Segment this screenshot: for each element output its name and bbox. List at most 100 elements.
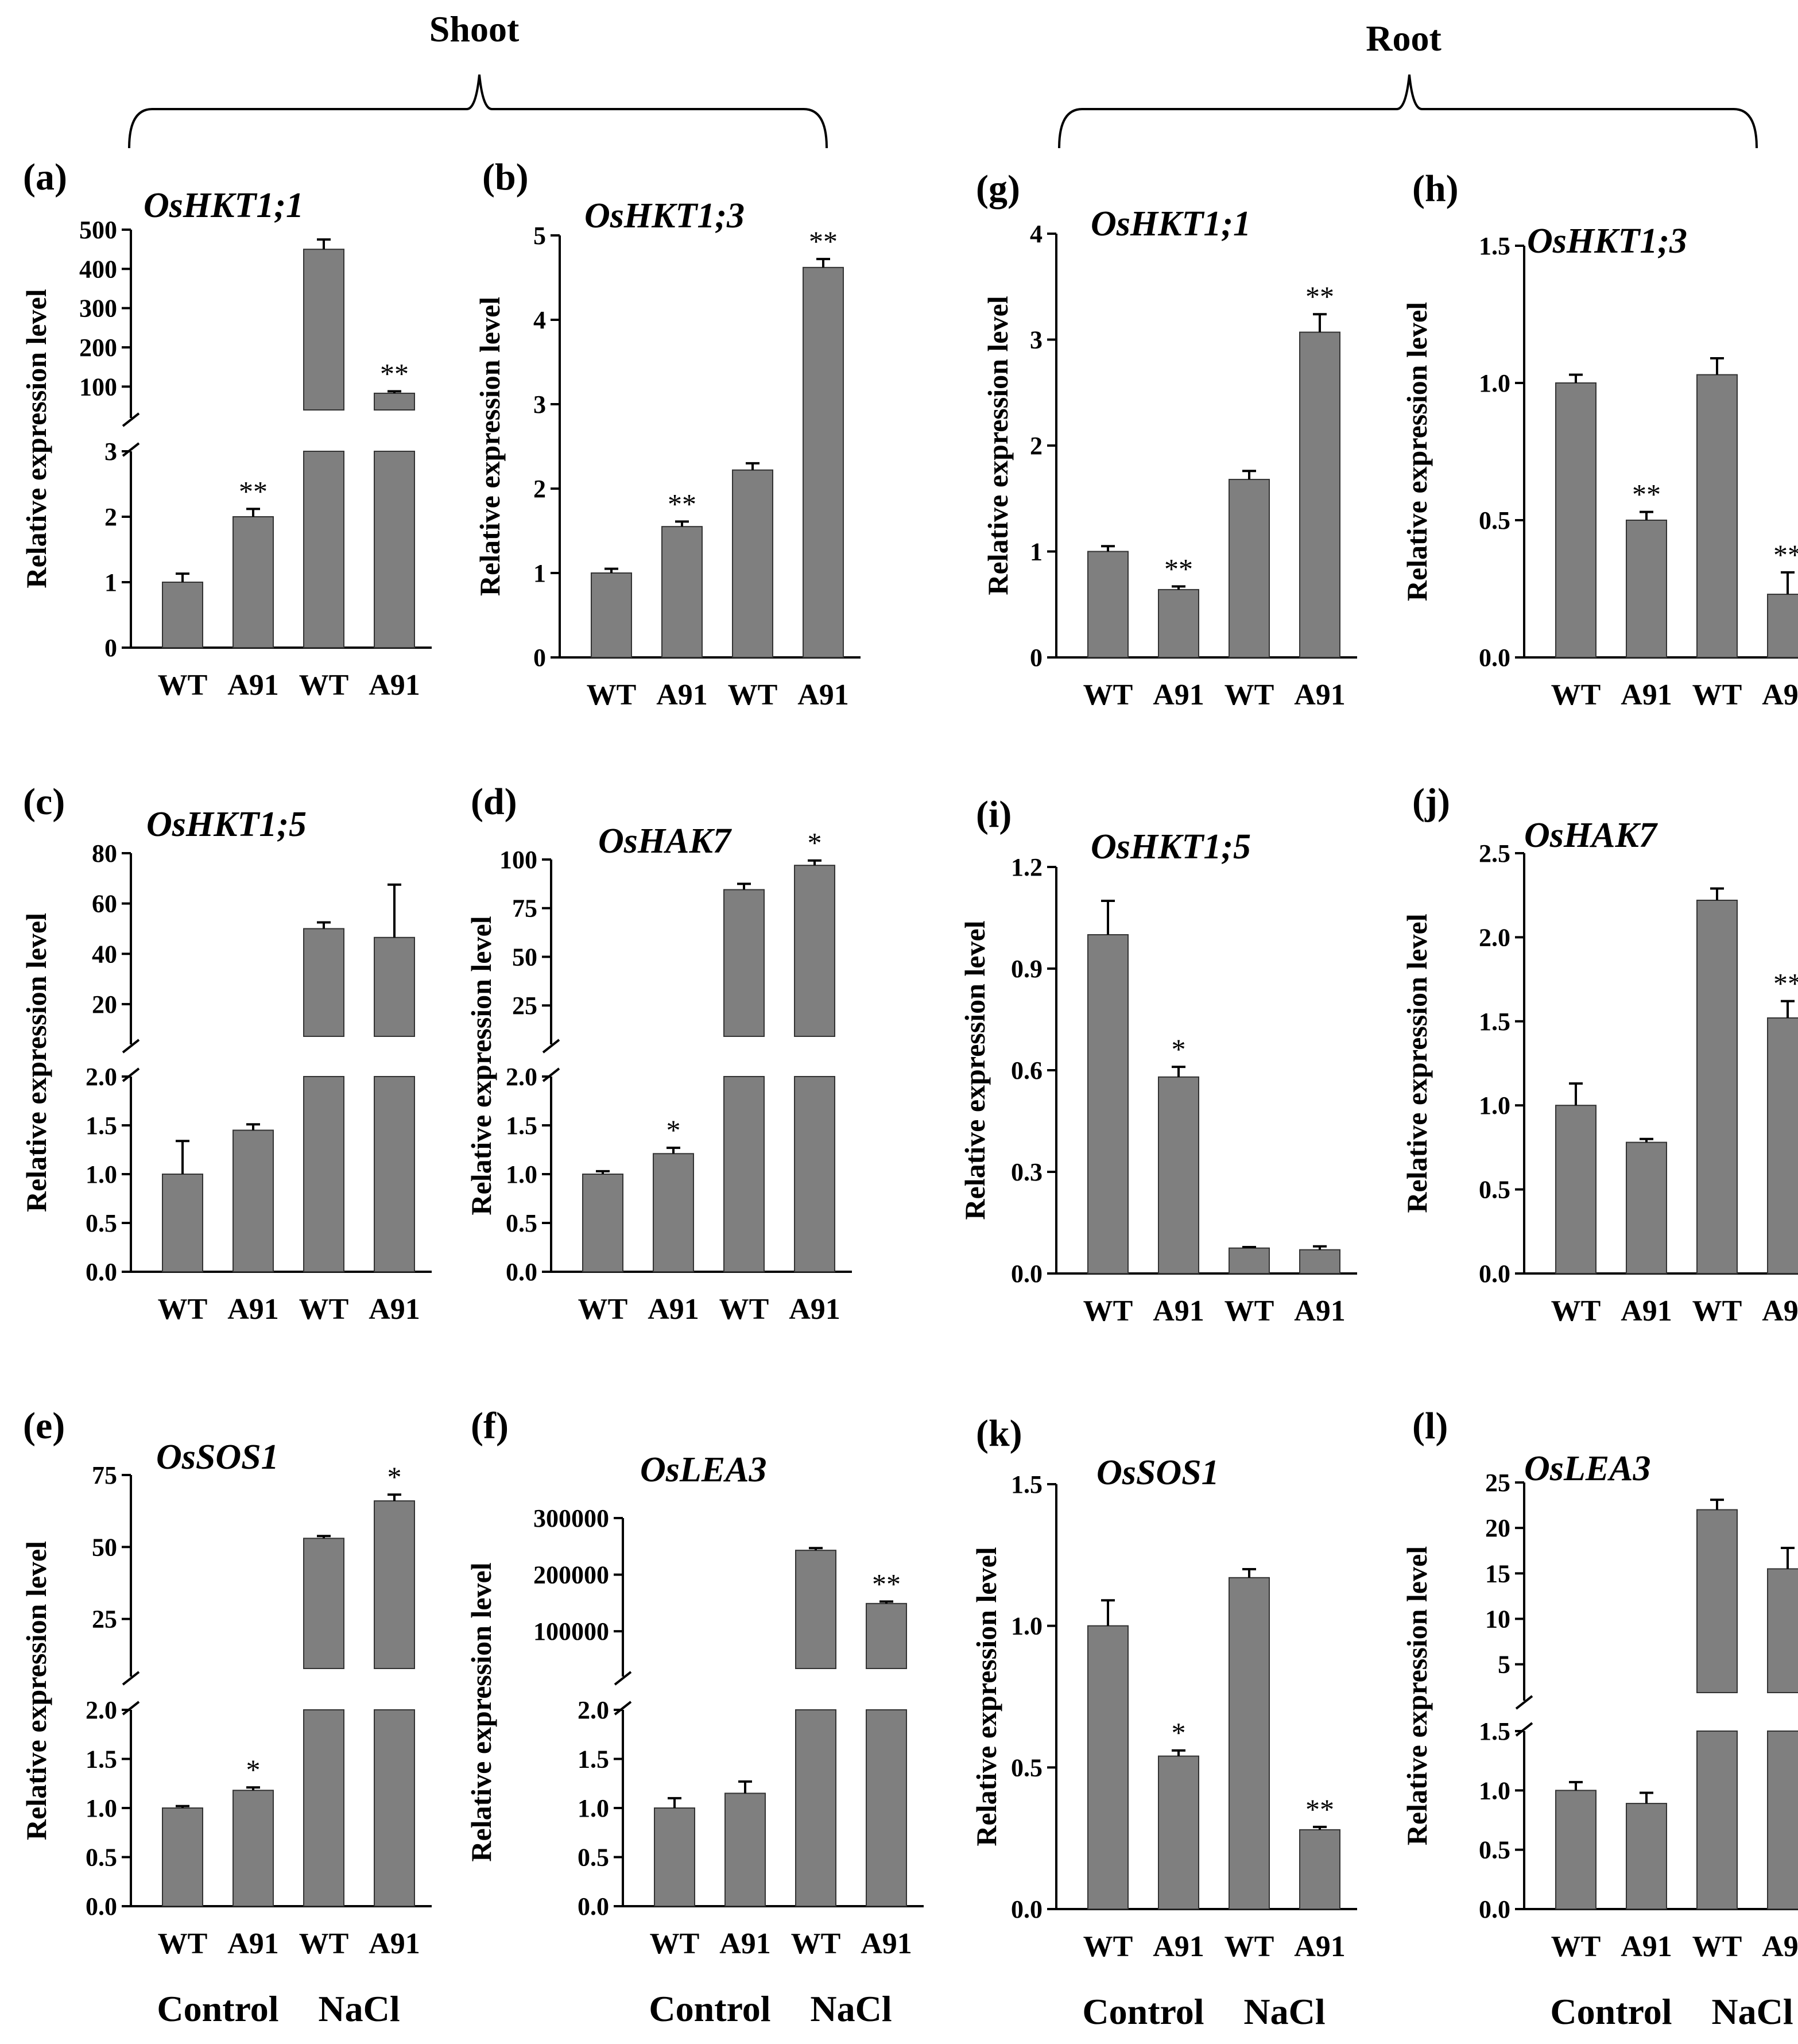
- y-axis-label: Relative expression level: [970, 1547, 1002, 1846]
- bar: [1626, 520, 1667, 658]
- panel-letter: (l): [1412, 1405, 1448, 1447]
- panel-h: (h) OsHKT1;3 Relative expression level 0.0 0…: [1401, 168, 1798, 711]
- y-tick-label: 15: [1485, 1559, 1510, 1588]
- x-tick-label: WT: [1224, 679, 1274, 711]
- y-tick-label: 50: [512, 943, 537, 971]
- panel-c: (c) OsHKT1;5 Relative expression level 0.0 0…: [20, 781, 432, 1326]
- x-tick-label: WT: [158, 1293, 208, 1326]
- bar: [653, 1153, 694, 1273]
- x-tick-label: WT: [1551, 679, 1601, 711]
- x-tick-label: WT: [1224, 1295, 1274, 1327]
- bar: [1229, 1247, 1270, 1274]
- x-tick-label: WT: [719, 1293, 769, 1326]
- y-tick-label: 4: [533, 306, 546, 334]
- y-tick-label: 300000: [533, 1504, 609, 1532]
- y-tick-label: 25: [1485, 1469, 1510, 1497]
- y-tick-label: 2.0: [86, 1063, 117, 1091]
- y-tick-label: 1.5: [1011, 1470, 1043, 1499]
- bar-lower-segment: [303, 1076, 344, 1272]
- y-tick-label: 300: [79, 295, 117, 323]
- x-tick-label: WT: [578, 1293, 628, 1326]
- x-tick-label: WT: [158, 1927, 208, 1960]
- chart-title: OsHKT1;5: [146, 805, 307, 844]
- panel-letter: (f): [471, 1405, 509, 1447]
- condition-label-nacl: NaCl: [1711, 1991, 1793, 2032]
- significance-label: *: [246, 1753, 261, 1786]
- panel-a: (a) OsHKT1;1 Relative expression level 0 1 2 3…: [20, 156, 432, 702]
- bar: [1299, 331, 1340, 658]
- significance-label: *: [1172, 1033, 1186, 1065]
- bar-lower-segment: [1696, 1731, 1738, 1910]
- condition-label-control: Control: [1082, 1991, 1204, 2032]
- x-tick-label: A91: [797, 679, 849, 711]
- y-tick-label: 0.0: [1011, 1895, 1043, 1923]
- x-tick-label: WT: [299, 1293, 349, 1326]
- x-tick-label: A91: [1153, 679, 1204, 711]
- significance-label: **: [1773, 967, 1798, 1000]
- x-tick-label: A91: [1294, 1295, 1346, 1327]
- y-tick-label: 0.5: [1479, 1176, 1510, 1204]
- x-tick-label: A91: [1762, 679, 1798, 711]
- y-tick-label: 1.2: [1011, 853, 1043, 881]
- y-tick-label: 1.0: [1011, 1612, 1043, 1640]
- significance-label: **: [809, 225, 838, 257]
- x-tick-label: WT: [299, 1927, 349, 1960]
- bar: [591, 572, 632, 658]
- y-tick-label: 0: [1030, 644, 1043, 672]
- x-tick-label: WT: [299, 669, 349, 702]
- x-tick-label: A91: [369, 1293, 420, 1326]
- x-tick-label: A91: [1294, 1930, 1346, 1963]
- y-tick-label: 1.0: [1479, 1091, 1510, 1120]
- y-tick-label: 25: [92, 1605, 117, 1633]
- bar: [1299, 1249, 1340, 1274]
- y-tick-label: 1.0: [506, 1160, 537, 1189]
- y-tick-label: 2.0: [578, 1696, 609, 1724]
- y-tick-label: 4: [1030, 220, 1043, 248]
- condition-label-nacl: NaCl: [1243, 1991, 1325, 2032]
- bar: [724, 1793, 766, 1907]
- bar: [1087, 934, 1129, 1274]
- y-axis-label: Relative expression level: [465, 1562, 497, 1861]
- significance-label: **: [668, 487, 696, 520]
- x-tick-label: WT: [1083, 679, 1133, 711]
- significance-label: **: [1773, 539, 1798, 571]
- y-tick-label: 200: [79, 334, 117, 362]
- x-tick-label: WT: [587, 679, 637, 711]
- x-tick-label: A91: [719, 1927, 771, 1960]
- significance-label: **: [1305, 1793, 1334, 1825]
- x-tick-label: A91: [1153, 1930, 1204, 1963]
- bar: [723, 889, 765, 1038]
- panel-d: (d) OsHAK7 Relative expression level 0.0 0.5…: [465, 781, 852, 1326]
- y-tick-label: 0.5: [1011, 1753, 1043, 1782]
- x-tick-label: A91: [1294, 679, 1346, 711]
- x-tick-label: A91: [861, 1927, 912, 1960]
- y-axis-label: Relative expression level: [1401, 302, 1433, 601]
- bar-lower-segment: [723, 1076, 765, 1272]
- chart-title: OsHAK7: [598, 822, 733, 861]
- y-tick-label: 0.0: [506, 1258, 537, 1286]
- bar: [1087, 551, 1129, 658]
- y-tick-label: 1.0: [1479, 369, 1510, 397]
- y-axis-label: Relative expression level: [20, 289, 52, 588]
- bar: [303, 928, 344, 1038]
- y-tick-label: 0.9: [1011, 955, 1043, 983]
- y-axis-label: Relative expression level: [959, 920, 991, 1220]
- y-tick-label: 20: [92, 990, 117, 1019]
- y-tick-label: 75: [512, 895, 537, 923]
- bar: [1696, 1509, 1738, 1693]
- bar: [232, 1129, 274, 1272]
- y-axis-label: Relative expression level: [1401, 1546, 1433, 1845]
- axis-break-mark: [1515, 1695, 1533, 1710]
- bar: [1767, 1568, 1798, 1694]
- y-tick-label: 3: [533, 390, 546, 419]
- y-tick-label: 0.0: [1479, 1260, 1510, 1288]
- x-tick-label: A91: [1621, 1930, 1672, 1963]
- y-tick-label: 200000: [533, 1561, 609, 1589]
- x-tick-label: A91: [656, 679, 708, 711]
- panel-letter: (c): [23, 781, 65, 823]
- axis-break-mark: [1515, 1722, 1533, 1737]
- bar: [374, 1500, 415, 1670]
- x-tick-label: WT: [1083, 1295, 1133, 1327]
- y-tick-label: 2: [1030, 432, 1043, 460]
- bar-lower-segment: [374, 451, 415, 648]
